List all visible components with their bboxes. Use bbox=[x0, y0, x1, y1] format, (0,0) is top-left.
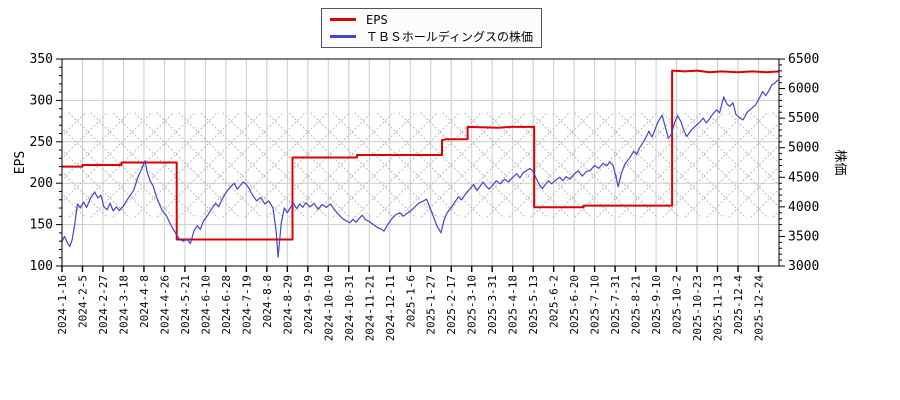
plot-border bbox=[61, 58, 780, 267]
eps-line-swatch bbox=[330, 18, 356, 21]
x-tick-label: 2024-5-21 bbox=[179, 275, 192, 335]
y-left-tick-label: 200 bbox=[30, 176, 53, 191]
legend-eps-label: EPS bbox=[366, 12, 388, 27]
y-left-tick-label: 250 bbox=[30, 135, 53, 150]
x-tick-label: 2024-9-19 bbox=[302, 275, 315, 335]
eps-line bbox=[62, 69, 780, 241]
x-tick-label: 2024-7-19 bbox=[240, 275, 253, 335]
y-left-tick-label: 300 bbox=[30, 93, 53, 108]
x-tick-label: 2024-3-18 bbox=[117, 275, 130, 335]
x-tick-label: 2024-2-5 bbox=[76, 275, 89, 328]
y-right-tick-label: 4500 bbox=[788, 170, 819, 185]
x-tick-label: 2024-2-27 bbox=[97, 275, 110, 335]
x-tick-label: 2024-4-26 bbox=[158, 275, 171, 335]
y-left-axis-title: EPS bbox=[13, 151, 28, 174]
y-right-tick-label: 5000 bbox=[788, 141, 819, 156]
x-axis: 2024-1-16 2024-2-5 2024-2-27 2024-3-18 2024-… bbox=[56, 266, 766, 341]
x-tick-label: 2025-12-24 bbox=[753, 275, 766, 342]
x-tick-label: 2025-7-31 bbox=[609, 275, 622, 335]
legend-item-stock-price: ＴＢＳホールディングスの株価 bbox=[330, 29, 533, 45]
x-tick-label: 2025-1-6 bbox=[404, 275, 417, 328]
y-right-tick-label: 3000 bbox=[788, 259, 819, 274]
y-right-axis-title: 株価 bbox=[832, 149, 847, 175]
x-tick-label: 2024-8-8 bbox=[261, 275, 274, 328]
y-left-tick-label: 100 bbox=[30, 259, 53, 274]
x-tick-label: 2025-5-13 bbox=[527, 275, 540, 335]
legend-item-eps: EPS bbox=[330, 12, 533, 28]
x-tick-label: 2025-3-31 bbox=[486, 275, 499, 335]
x-tick-label: 2024-4-8 bbox=[138, 275, 151, 328]
x-tick-label: 2024-11-21 bbox=[363, 275, 376, 341]
stock-price-line bbox=[61, 79, 779, 258]
legend: EPS ＴＢＳホールディングスの株価 bbox=[321, 8, 542, 48]
x-tick-label: 2025-12-4 bbox=[732, 275, 745, 335]
x-tick-label: 2024-10-31 bbox=[343, 275, 356, 341]
x-tick-label: 2024-1-16 bbox=[56, 275, 69, 335]
x-tick-label: 2025-7-10 bbox=[589, 275, 602, 335]
x-tick-label: 2025-3-10 bbox=[466, 275, 479, 335]
y-right-tick-label: 6500 bbox=[788, 52, 819, 67]
x-tick-label: 2025-2-17 bbox=[445, 275, 458, 335]
stock-price-line-swatch bbox=[330, 35, 356, 38]
x-tick-label: 2024-6-10 bbox=[199, 275, 212, 335]
y-right-tick-label: 5500 bbox=[788, 111, 819, 126]
x-tick-label: 2025-9-10 bbox=[650, 275, 663, 335]
y-left-tick-label: 350 bbox=[30, 52, 53, 67]
legend-stock-price-label: ＴＢＳホールディングスの株価 bbox=[365, 29, 533, 44]
x-tick-label: 2025-10-2 bbox=[671, 275, 684, 335]
y-left-tick-label: 150 bbox=[30, 218, 53, 233]
x-tick-label: 2025-11-13 bbox=[712, 275, 725, 341]
hatch-band bbox=[62, 111, 779, 218]
x-tick-label: 2025-8-21 bbox=[630, 275, 643, 335]
x-tick-label: 2025-6-2 bbox=[548, 275, 561, 328]
x-tick-label: 2025-4-18 bbox=[507, 275, 520, 335]
y-right-tick-label: 4000 bbox=[788, 200, 819, 215]
x-tick-label: 2024-10-10 bbox=[322, 275, 335, 341]
x-tick-label: 2025-1-27 bbox=[425, 275, 438, 335]
x-tick-label: 2024-12-11 bbox=[384, 275, 397, 341]
y-right-tick-label: 6000 bbox=[788, 82, 819, 97]
x-tick-label: 2025-6-20 bbox=[568, 275, 581, 335]
x-tick-label: 2024-6-28 bbox=[220, 275, 233, 335]
y-right-tick-label: 3500 bbox=[788, 229, 819, 244]
x-tick-label: 2025-10-23 bbox=[691, 275, 704, 341]
y-axis-right: 3000 3500 4000 4500 5000 5500 6000 6500 bbox=[779, 52, 819, 274]
x-tick-label: 2024-8-29 bbox=[281, 275, 294, 335]
y-axis-left: 100 150 200 250 300 350 bbox=[30, 52, 62, 274]
